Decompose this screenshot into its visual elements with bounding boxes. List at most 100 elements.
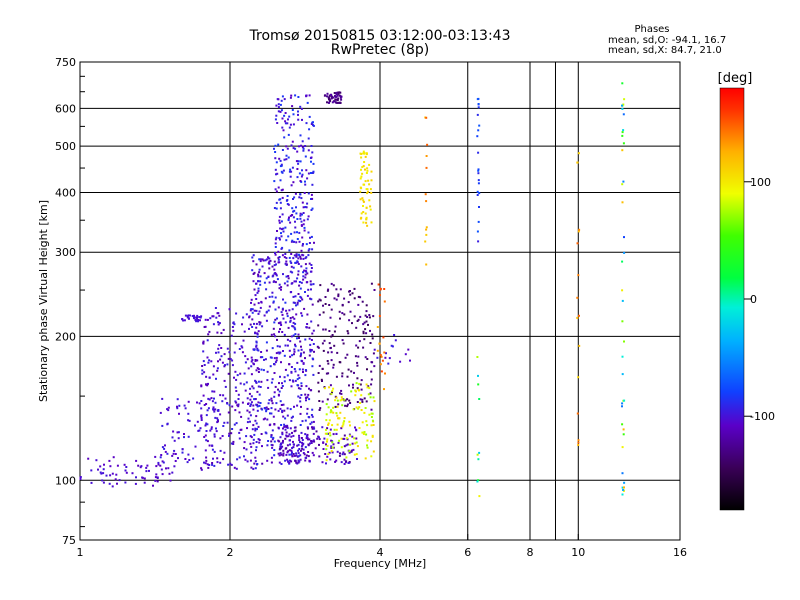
y-tick-label: 200 (55, 330, 76, 343)
data-point (478, 451, 481, 454)
data-point (357, 318, 360, 321)
data-point (309, 236, 311, 239)
data-point (326, 427, 329, 430)
data-point (299, 217, 302, 220)
data-point (266, 379, 269, 382)
data-point (305, 169, 308, 172)
y-tick-label: 400 (55, 186, 76, 199)
data-point (286, 444, 289, 447)
data-point (353, 371, 355, 374)
data-point (281, 431, 284, 434)
data-point (299, 441, 301, 444)
data-point (355, 390, 357, 393)
data-point (215, 377, 217, 380)
data-point (216, 409, 219, 412)
data-point (233, 323, 236, 326)
data-point (278, 352, 281, 355)
data-point (279, 198, 282, 201)
data-point (217, 321, 220, 324)
data-point (252, 404, 255, 407)
data-point (249, 309, 252, 312)
data-point (425, 233, 428, 236)
data-point (298, 337, 300, 339)
data-point (318, 436, 320, 439)
data-point (349, 434, 351, 437)
data-point (301, 447, 304, 450)
data-point (477, 179, 480, 182)
data-point (343, 463, 346, 465)
data-point (274, 318, 277, 321)
data-point (214, 401, 217, 404)
data-point (292, 334, 295, 337)
data-point (297, 160, 300, 163)
data-point (141, 476, 144, 479)
data-point (340, 427, 343, 430)
data-point (310, 235, 313, 238)
data-point (160, 454, 163, 456)
data-point (272, 327, 275, 330)
data-point (309, 389, 312, 392)
data-point (276, 338, 278, 341)
data-point (256, 291, 259, 294)
data-point (271, 291, 274, 294)
data-point (335, 459, 338, 462)
data-point (237, 393, 240, 396)
data-point (125, 471, 128, 474)
data-point (222, 328, 225, 331)
data-point (326, 440, 328, 443)
data-point (278, 215, 281, 218)
data-point (340, 98, 343, 101)
data-point (281, 411, 284, 414)
data-point (318, 438, 321, 441)
data-point (310, 123, 313, 125)
data-point (278, 454, 281, 457)
data-point (340, 389, 343, 392)
data-point (291, 431, 293, 434)
data-point (281, 441, 284, 444)
data-point (364, 314, 367, 317)
data-point (302, 452, 305, 454)
data-point (204, 325, 207, 328)
data-point (224, 397, 227, 400)
data-point (211, 448, 214, 451)
data-point (370, 416, 373, 418)
data-point (274, 188, 277, 191)
data-point (249, 435, 252, 438)
data-point (202, 340, 205, 343)
data-point (314, 447, 317, 450)
data-point (355, 406, 358, 409)
data-point (343, 434, 346, 437)
data-point (578, 344, 581, 347)
data-point (243, 441, 246, 444)
data-point (268, 260, 271, 263)
data-point (355, 441, 358, 444)
data-point (277, 426, 280, 429)
data-point (297, 349, 300, 352)
data-point (286, 451, 289, 454)
data-point (280, 404, 283, 406)
data-point (352, 408, 355, 411)
data-point (290, 335, 293, 338)
data-point (99, 465, 102, 468)
data-point (275, 263, 277, 266)
data-point (286, 195, 289, 197)
data-point (281, 196, 284, 199)
data-point (184, 458, 187, 460)
data-point (287, 118, 289, 121)
data-point (368, 387, 371, 390)
data-point (280, 311, 283, 314)
data-point (165, 467, 167, 470)
data-point (425, 166, 428, 169)
data-point (337, 403, 340, 406)
data-point (277, 258, 280, 261)
data-point (289, 320, 292, 323)
data-point (312, 454, 315, 457)
data-point (370, 378, 373, 381)
data-point (362, 211, 365, 213)
data-point (361, 166, 364, 168)
data-point (343, 417, 346, 420)
data-point (270, 440, 273, 443)
data-point (216, 419, 219, 422)
data-point (290, 240, 293, 243)
data-point (328, 451, 331, 454)
